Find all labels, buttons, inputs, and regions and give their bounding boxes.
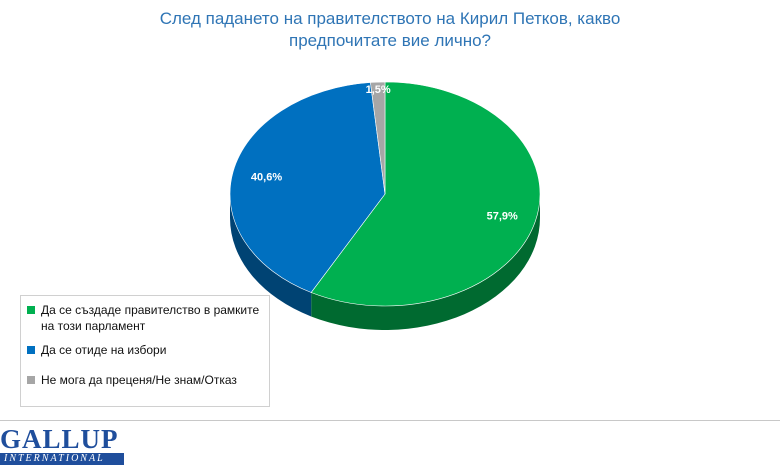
pie-value-label-2: 1,5% bbox=[366, 84, 391, 96]
pie-top-group bbox=[229, 81, 541, 307]
pie-side-1 bbox=[230, 194, 312, 317]
logo-text-top: GALLUP bbox=[0, 425, 119, 453]
legend-item-elections: Да се отиде на избори bbox=[27, 342, 263, 358]
logo-text-bottom: INTERNATIONAL bbox=[0, 453, 124, 465]
legend-swatch-green bbox=[27, 306, 35, 314]
legend-label: Да се отиде на избори bbox=[41, 343, 167, 357]
pie-slice-0 bbox=[310, 81, 541, 307]
chart-legend: Да се създаде правителство в рамките на … bbox=[20, 295, 270, 407]
gallup-international-logo: GALLUP INTERNATIONAL bbox=[0, 425, 124, 465]
legend-item-new-government: Да се създаде правителство в рамките на … bbox=[27, 302, 263, 334]
pie-side-group bbox=[230, 194, 540, 331]
chart-title: След падането на правителството на Кирил… bbox=[0, 8, 780, 52]
pie-side-0 bbox=[311, 194, 540, 331]
footer-divider bbox=[0, 420, 780, 421]
legend-swatch-gray bbox=[27, 376, 35, 384]
legend-label: Да се създаде правителство в рамките на … bbox=[41, 303, 260, 333]
chart-title-line-1: След падането на правителството на Кирил… bbox=[159, 9, 621, 28]
pie-label-group: 57,9% 40,6% 1,5% bbox=[251, 84, 518, 223]
legend-label: Не мога да преценя/Не знам/Отказ bbox=[41, 373, 237, 387]
pie-slice-2 bbox=[370, 81, 386, 195]
pie-slice-1 bbox=[229, 82, 386, 293]
pie-value-label-1: 40,6% bbox=[251, 172, 282, 184]
legend-swatch-blue bbox=[27, 346, 35, 354]
legend-item-dont-know: Не мога да преценя/Не знам/Отказ bbox=[27, 372, 263, 388]
chart-title-line-2: предпочитате вие лично? bbox=[288, 31, 492, 50]
pie-value-label-0: 57,9% bbox=[487, 210, 518, 222]
